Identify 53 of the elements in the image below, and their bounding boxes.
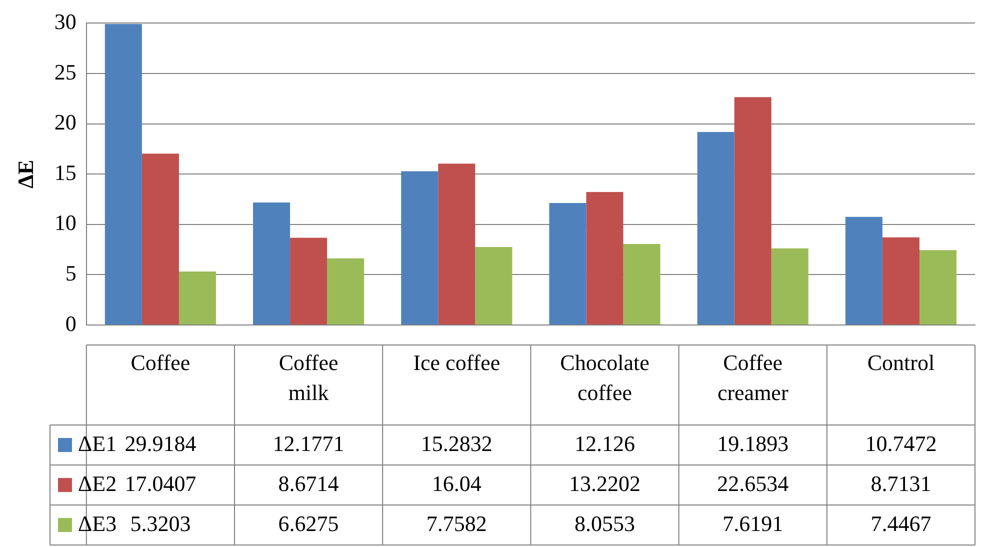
- x-tick-label: Coffee milk: [278, 350, 338, 405]
- bar: [549, 203, 586, 324]
- data-label: 7.7582: [426, 510, 487, 536]
- data-label: 15.2832: [420, 430, 492, 456]
- bar: [253, 202, 290, 324]
- data-label: 8.7131: [870, 470, 932, 496]
- bar: [290, 238, 328, 324]
- legend-label: ΔE3: [78, 510, 117, 536]
- data-label: 22.6534: [717, 470, 789, 496]
- data-label: 12.1771: [272, 430, 344, 456]
- bar: [586, 192, 624, 324]
- legend-label: ΔE2: [78, 470, 117, 496]
- x-tick-label: Ice coffee: [413, 350, 500, 375]
- bar: [882, 237, 920, 324]
- data-label: 16.04: [432, 470, 482, 496]
- y-axis-title: ΔE: [12, 160, 38, 188]
- bar: [142, 154, 179, 324]
- y-tick-label: 15: [54, 160, 76, 185]
- x-tick-label: Coffee creamer: [717, 350, 789, 405]
- x-tick-label: Coffee: [130, 350, 190, 375]
- bar: [697, 132, 734, 324]
- y-tick-label: 0: [65, 310, 76, 336]
- bar: [919, 250, 956, 324]
- legend-label: ΔE1: [78, 430, 117, 456]
- data-label: 17.0407: [124, 470, 196, 496]
- data-label: 13.2202: [569, 470, 640, 496]
- bar: [401, 171, 438, 324]
- x-tick-label: Control: [867, 350, 935, 375]
- y-tick-label: 5: [65, 260, 76, 286]
- data-label: 8.6714: [278, 470, 339, 496]
- data-label: 6.6275: [278, 510, 339, 536]
- y-tick-label: 30: [54, 8, 76, 34]
- bar: [104, 24, 142, 324]
- bar: [178, 271, 216, 324]
- bar: [475, 246, 512, 324]
- y-tick-label: 20: [54, 110, 76, 135]
- data-label: 12.126: [574, 430, 635, 456]
- data-label: 5.3203: [130, 510, 191, 536]
- bar: [734, 97, 772, 324]
- bar: [845, 216, 882, 324]
- bar: [327, 258, 364, 324]
- bar: [771, 248, 808, 324]
- data-label: 29.9184: [124, 430, 196, 456]
- data-label: 7.4467: [870, 510, 932, 536]
- data-label: 7.6191: [722, 510, 784, 536]
- y-tick-label: 10: [54, 210, 76, 236]
- data-label: 19.1893: [717, 430, 789, 456]
- bar: [438, 164, 476, 324]
- data-label: 10.7472: [865, 430, 937, 456]
- y-tick-label: 25: [54, 59, 76, 84]
- data-label: 8.0553: [574, 510, 635, 536]
- bar: [623, 244, 660, 324]
- x-tick-label: Chocolate coffee: [560, 350, 650, 405]
